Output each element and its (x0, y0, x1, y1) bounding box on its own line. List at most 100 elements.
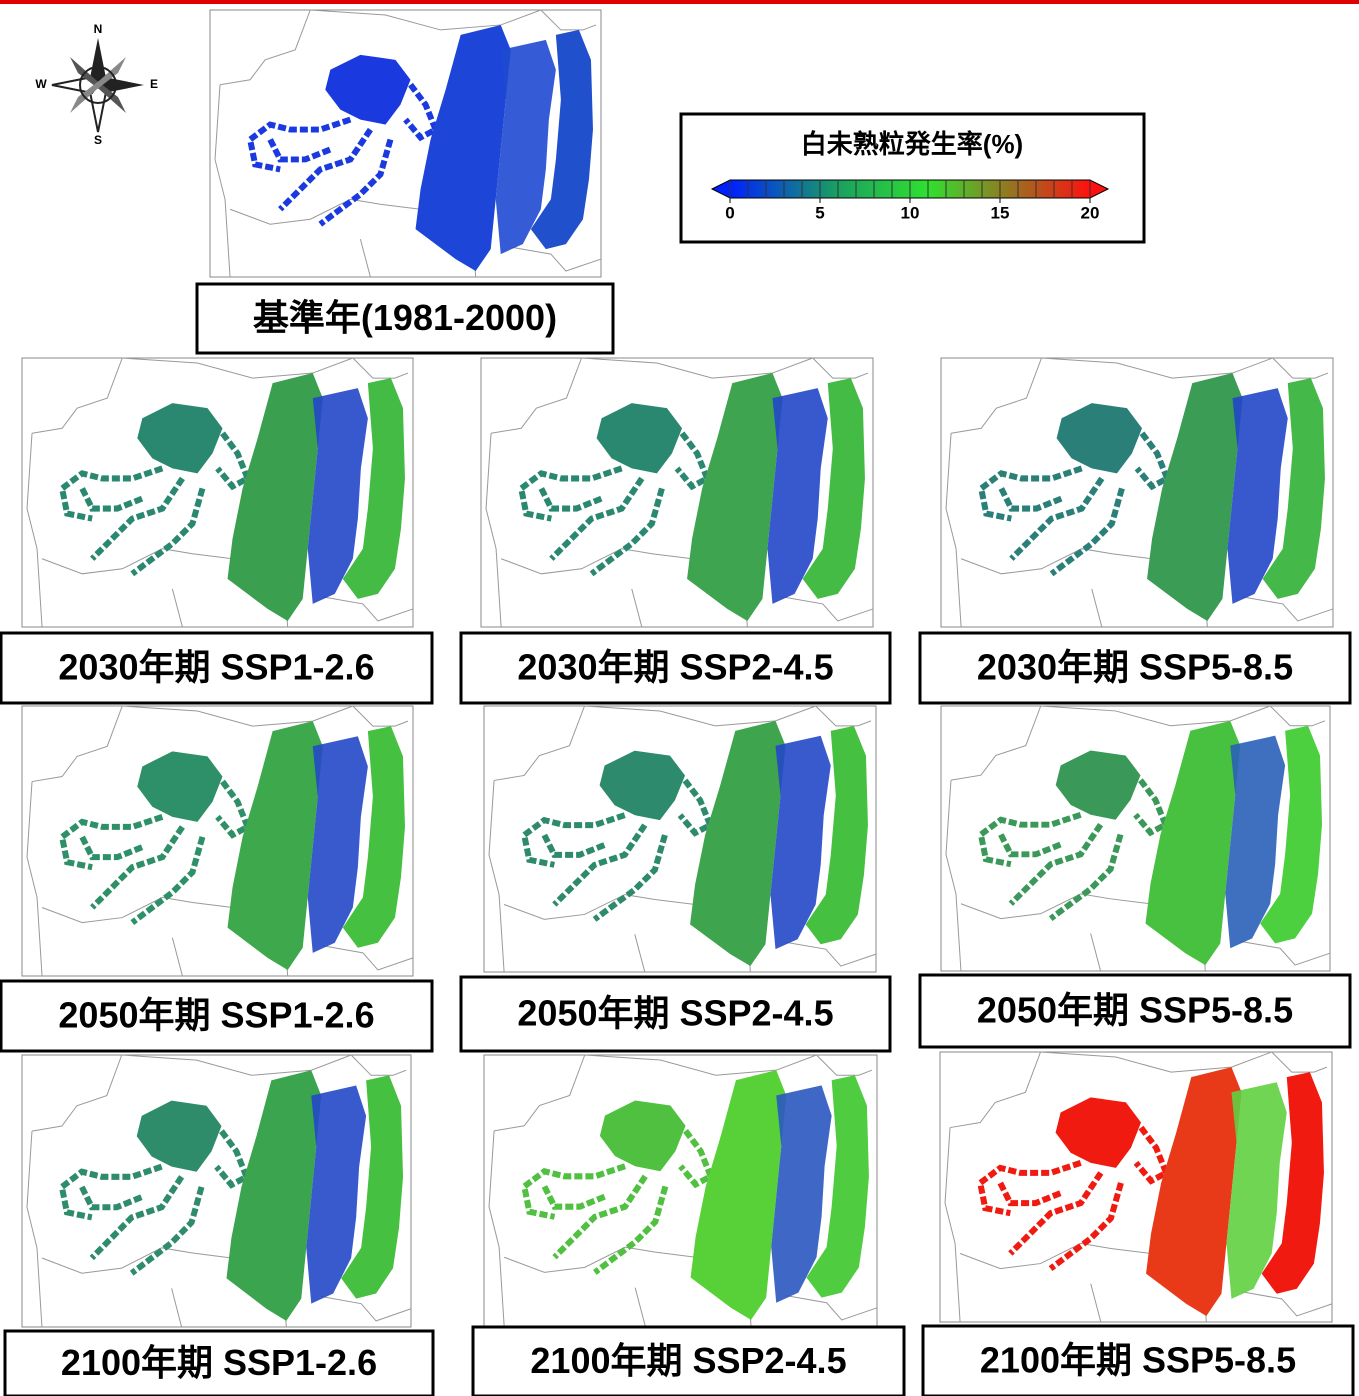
map-nakadori (690, 720, 786, 967)
map-branch (129, 1186, 205, 1276)
label-box (471, 1325, 906, 1396)
map-branch (552, 1174, 648, 1260)
map-branch (589, 487, 665, 577)
map-branch (1009, 476, 1105, 561)
compass-n: N (94, 22, 103, 36)
map-panel (483, 705, 877, 973)
map-aizu (599, 1100, 686, 1172)
map-panel (483, 1054, 878, 1327)
map-branch (1008, 823, 1104, 906)
map-hamadori (802, 378, 865, 599)
map-nakadori (415, 24, 511, 272)
map-panel (209, 9, 602, 278)
map-outline (945, 357, 1334, 628)
map-nakadori (690, 1070, 787, 1320)
panel-label: 2050年期 SSP1-2.6 (58, 995, 374, 1036)
map-branch (79, 835, 144, 861)
map-hamadori (342, 726, 405, 948)
legend-tick-label: 10 (901, 203, 920, 222)
compass-e: E (150, 77, 158, 91)
map-branch (89, 1175, 185, 1261)
map-panel (940, 705, 1331, 972)
map-branch (977, 811, 1082, 868)
label-box (921, 1324, 1355, 1396)
map-branch (90, 825, 185, 910)
top-rule (0, 0, 1359, 4)
map-branch (552, 823, 648, 907)
compass: N S W E (35, 22, 158, 147)
legend-tick-label: 0 (725, 203, 734, 222)
map-branch (318, 138, 394, 227)
label-box (918, 973, 1352, 1049)
label-box (918, 631, 1352, 705)
legend-tick-label: 15 (991, 203, 1010, 222)
map-nakadori-east (770, 735, 831, 950)
map-aizu (599, 750, 686, 821)
label-box (3, 1329, 435, 1396)
legend-title: 白未熟粒発生率(%) (801, 129, 1023, 159)
map-hamadori (1260, 725, 1323, 944)
map-panel (939, 1051, 1333, 1323)
map-outline (26, 357, 414, 628)
map-panel (21, 357, 414, 628)
panel-label: 2050年期 SSP2-4.5 (517, 993, 833, 1034)
map-outline (485, 357, 874, 628)
map-nakadori-east (1227, 388, 1288, 604)
map-nakadori (687, 373, 783, 621)
map-aizu (137, 403, 223, 474)
legend: 白未熟粒発生率(%) 0 5 10 15 20 (679, 112, 1146, 244)
legend-tick-label: 20 (1081, 203, 1100, 222)
map-nakadori (1146, 1067, 1242, 1316)
panel-label: 2100年期 SSP2-4.5 (530, 1340, 846, 1381)
map-branch (267, 138, 332, 163)
map-branch (977, 465, 1083, 522)
map-branch (130, 487, 206, 577)
map-hamadori (1261, 1072, 1324, 1294)
map-branch (58, 465, 164, 522)
map-branch (998, 487, 1063, 512)
map-hamadori (342, 378, 405, 599)
map-branch (541, 833, 606, 858)
panel-label: 2030年期 SSP5-8.5 (977, 647, 1293, 688)
label-box (195, 282, 615, 355)
map-branch (246, 116, 352, 173)
map-branch (58, 813, 164, 871)
map-nakadori (1147, 373, 1243, 621)
map-nakadori (1145, 720, 1241, 966)
map-branch (538, 487, 603, 512)
map-panel (940, 357, 1334, 628)
map-branch (130, 836, 206, 926)
panel-label: 基準年(1981-2000) (253, 297, 557, 338)
map-panel (21, 705, 414, 977)
map-aizu (1056, 403, 1143, 474)
compass-w: W (35, 77, 47, 91)
map-nakadori-east (771, 1085, 832, 1303)
map-outline (26, 705, 414, 977)
map-branch (997, 1181, 1062, 1207)
panel-label: 2100年期 SSP5-8.5 (980, 1340, 1296, 1381)
map-aizu (1055, 1097, 1142, 1168)
map-aizu (137, 751, 223, 822)
map-branch (278, 127, 373, 212)
map-branch (549, 476, 645, 561)
map-branch (593, 1185, 669, 1275)
map-outline (945, 705, 1331, 972)
panel-label: 2050年期 SSP5-8.5 (977, 990, 1293, 1031)
map-panel (21, 1054, 412, 1328)
map-branch (541, 1185, 607, 1210)
map-branch (520, 812, 626, 868)
map-nakadori-east (1225, 735, 1286, 949)
map-hamadori (805, 725, 868, 945)
map-branch (517, 465, 623, 522)
legend-tick-label: 5 (815, 203, 824, 222)
map-outline (488, 705, 877, 973)
map-branch (1048, 1182, 1124, 1272)
map-nakadori-east (307, 736, 368, 953)
map-aizu (325, 54, 411, 125)
panel-label: 2030年期 SSP1-2.6 (58, 647, 374, 688)
map-nakadori-east (495, 39, 556, 255)
map-panel (480, 357, 874, 628)
label-box (459, 631, 892, 705)
